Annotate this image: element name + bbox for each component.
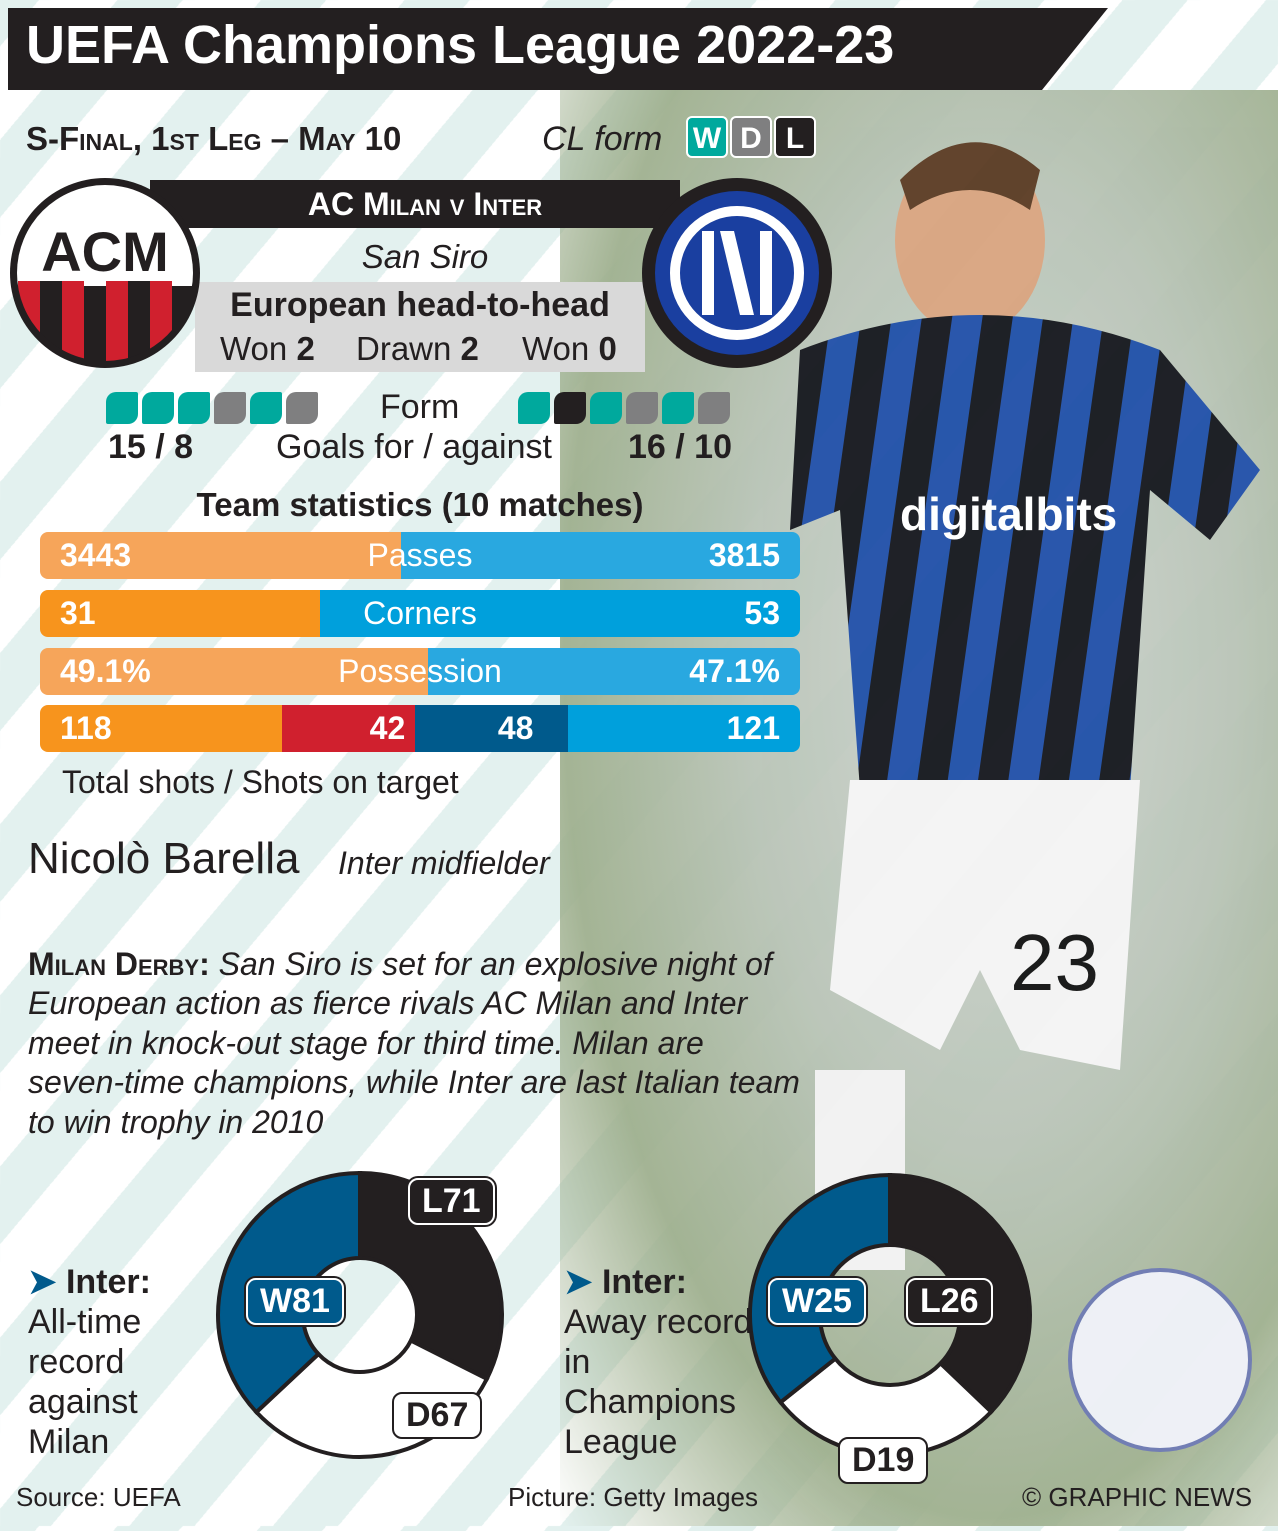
form-result-W [142, 392, 174, 424]
ac-milan-logo: ACM [10, 178, 200, 368]
copyright: © GRAPHIC NEWS [1022, 1482, 1253, 1512]
inter-segment [427, 648, 800, 695]
shirt-number: 23 [1010, 918, 1099, 1007]
h2h-label: Won [220, 330, 288, 367]
story-text: San Siro is set for an explosive night o… [28, 946, 800, 1140]
form-result-D [214, 392, 246, 424]
stat-label: Possession [338, 653, 502, 689]
goals-label: Goals for / against [276, 428, 552, 466]
inter-text-value: 121 [726, 710, 780, 746]
donut-label-L: L26 [906, 1278, 993, 1325]
h2h-milan-won: Won 2 [220, 330, 315, 368]
source: Source: UEFA [16, 1482, 181, 1512]
h2h-label: Won [522, 330, 590, 367]
donut-label-L: L71 [408, 1178, 495, 1225]
story-lead: Milan Derby: [28, 946, 210, 982]
story: Milan Derby: San Siro is set for an expl… [28, 945, 808, 1142]
donut2-subtitle-text: Inter: [601, 1263, 687, 1301]
form-result-D [286, 392, 318, 424]
form-key-win: W [686, 116, 728, 158]
shots-footnote: Total shots / Shots on target [62, 764, 459, 800]
h2h-value: 2 [460, 330, 479, 367]
inter-on-target-segment [415, 705, 568, 752]
donut1-subtitle-text: Inter: [65, 1263, 151, 1301]
player-name: Nicolò Barella [28, 834, 300, 883]
h2h-value: 2 [296, 330, 315, 367]
inter-text-value: 53 [744, 595, 780, 631]
form-result-W [662, 392, 694, 424]
milan-goals: 15 / 8 [108, 428, 194, 466]
h2h-inter-won: Won 0 [522, 330, 617, 368]
form-result-W [518, 392, 550, 424]
form-result-D [698, 392, 730, 424]
arrow-icon: ➤ [564, 1263, 593, 1301]
h2h-title: European head-to-head [230, 286, 610, 324]
donut-slice-D [777, 1355, 995, 1457]
donut-label-D: D19 [838, 1437, 929, 1484]
picture-credit: Picture: Getty Images [508, 1482, 758, 1512]
donut1-caption: All-time record against Milan [28, 1303, 142, 1461]
donut-label-W: W25 [768, 1278, 866, 1325]
form-label: Form [380, 388, 460, 426]
form-key-loss: L [774, 116, 816, 158]
stat-label: Passes [367, 537, 473, 573]
h2h-drawn: Drawn 2 [356, 330, 479, 368]
milan-segment [40, 532, 401, 579]
donut2-caption: Away record in Champions League [564, 1303, 753, 1461]
football-image [1068, 1268, 1252, 1452]
milan-on-target-segment [281, 705, 416, 752]
milan-form [106, 392, 322, 429]
donut-label-D: D67 [392, 1392, 483, 1439]
inter-segment [320, 590, 800, 637]
arrow-icon: ➤ [28, 1263, 57, 1301]
milan-text-value: 49.1% [60, 653, 151, 689]
inter-segment [400, 532, 800, 579]
stat-bar: 31 53 Corners [40, 590, 800, 637]
inter-text-value: 3815 [708, 537, 780, 573]
stat-bar: 42 48 118 121 [40, 705, 800, 752]
milan-text-value: 118 [60, 710, 112, 746]
h2h-label: Drawn [356, 330, 452, 367]
h2h-value: 0 [598, 330, 617, 367]
milan-segment [40, 648, 428, 695]
player-role: Inter midfielder [338, 845, 550, 881]
donut-label-W: W81 [246, 1278, 344, 1325]
svg-text:ACM: ACM [41, 220, 169, 283]
title-bar [8, 8, 1108, 90]
shirt-sponsor: digitalbits [900, 488, 1117, 540]
stat-bar: 3443 3815 Passes [40, 532, 800, 579]
stat-label: Corners [363, 595, 477, 631]
inter-text-value: 47.1% [689, 653, 780, 689]
form-result-W [250, 392, 282, 424]
form-result-D [626, 392, 658, 424]
form-result-W [590, 392, 622, 424]
match-stage: S-Final, 1st Leg – May 10 [26, 120, 402, 157]
h2h-box [195, 282, 645, 372]
inter-goals: 16 / 10 [628, 428, 732, 466]
inter-ot-text-value: 48 [497, 710, 534, 746]
donut2-subtitle: ➤ Inter: [564, 1262, 687, 1302]
page-title: UEFA Champions League 2022-23 [26, 15, 895, 75]
stat-bar: 49.1% 47.1% Possession [40, 648, 800, 695]
form-result-L [554, 392, 586, 424]
inter-form [518, 392, 734, 429]
fixture-teams: AC Milan v Inter [307, 186, 543, 222]
milan-text-value: 3443 [60, 537, 132, 573]
cl-form-label: CL form [542, 120, 663, 158]
milan-segment [40, 590, 321, 637]
milan-ot-text-value: 42 [369, 710, 406, 746]
inter-logo [642, 178, 832, 368]
venue: San Siro [361, 238, 489, 275]
donut1-subtitle: ➤ Inter: [28, 1262, 151, 1302]
fixture-bar [150, 180, 680, 228]
form-result-W [178, 392, 210, 424]
form-result-W [106, 392, 138, 424]
stats-title: Team statistics (10 matches) [196, 486, 644, 523]
form-key-draw: D [730, 116, 772, 158]
milan-text-value: 31 [60, 595, 96, 631]
